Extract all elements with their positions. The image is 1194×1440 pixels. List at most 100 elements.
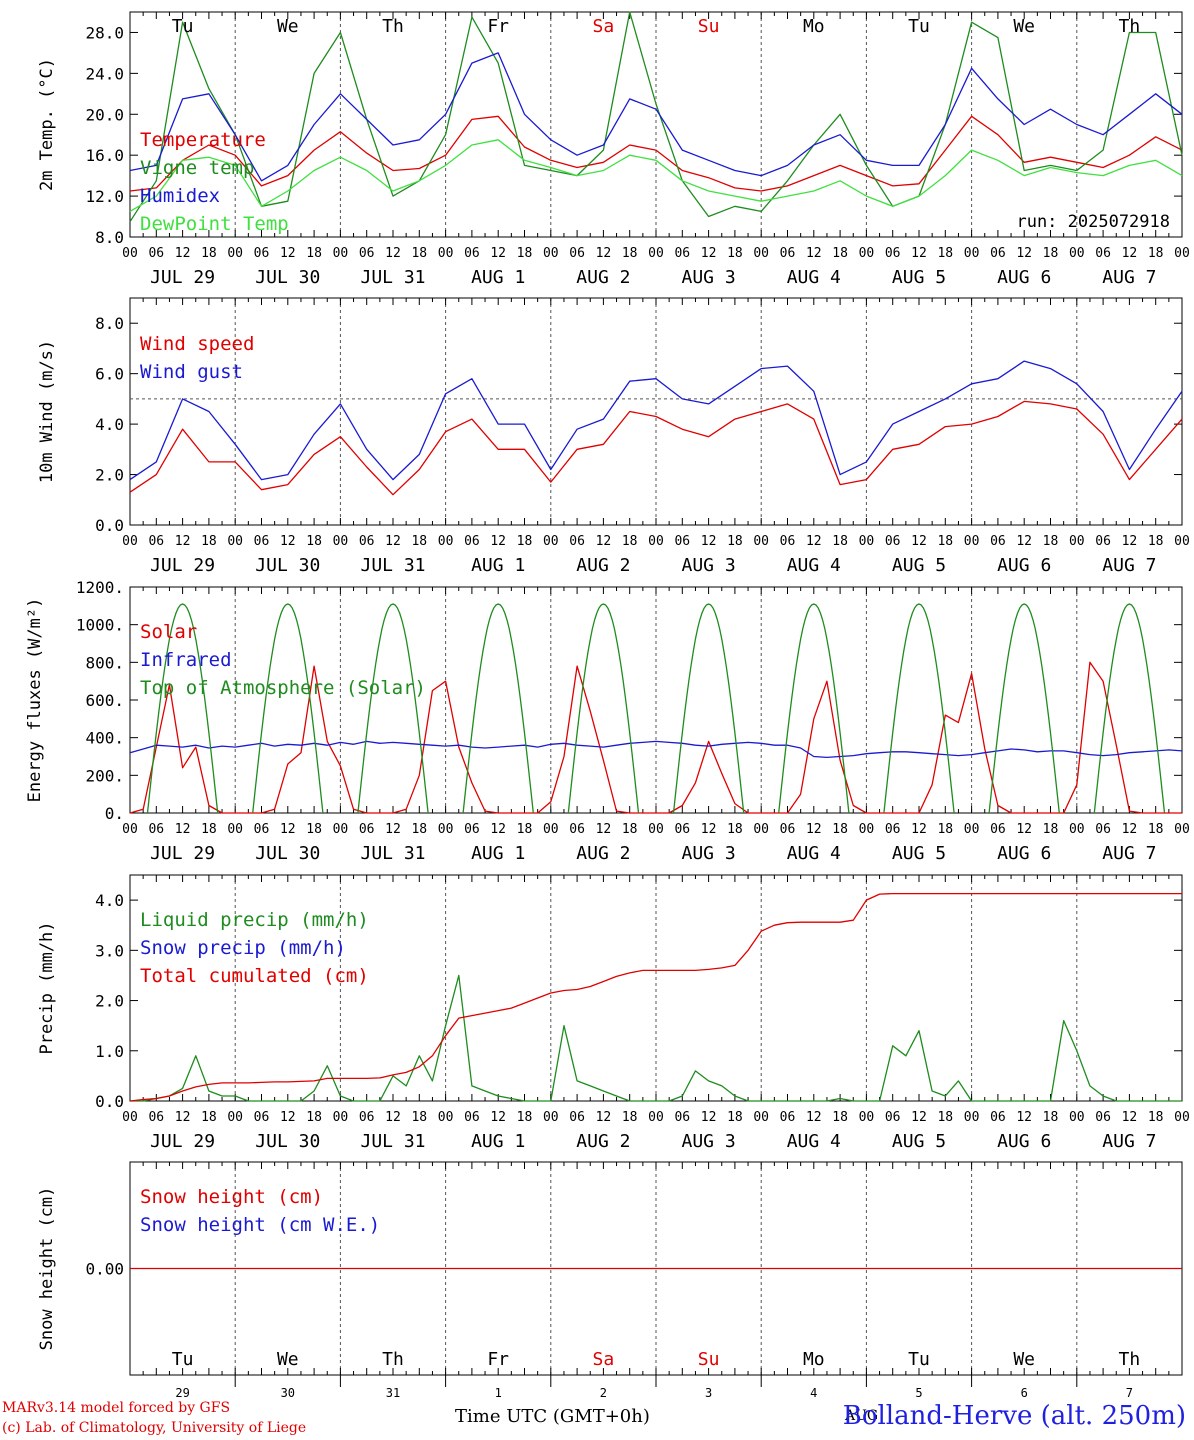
- date-label: AUG 3: [682, 267, 736, 288]
- hour-tick-label: 18: [517, 1110, 533, 1125]
- y-tick-label: 600.: [85, 691, 124, 710]
- hour-tick-label: 06: [569, 534, 585, 549]
- date-label: JUL 31: [360, 1131, 425, 1152]
- hour-tick-label: 12: [806, 246, 822, 261]
- hour-tick-label: 12: [911, 822, 927, 837]
- hour-tick-label: 12: [175, 1110, 191, 1125]
- y-tick-label: 0.0: [95, 1092, 124, 1111]
- hour-tick-label: 00: [964, 822, 980, 837]
- hour-tick-label: 12: [911, 1110, 927, 1125]
- hour-tick-label: 12: [1016, 1110, 1032, 1125]
- weekday-label: Tu: [908, 1349, 930, 1370]
- y-tick-label: 200.: [85, 766, 124, 785]
- credit-model: MARv3.14 model forced by GFS: [2, 1400, 231, 1416]
- hour-tick-label: 00: [333, 1110, 349, 1125]
- weekday-label: Sa: [593, 1349, 615, 1370]
- hour-tick-label: 06: [885, 534, 901, 549]
- date-label: AUG 4: [787, 555, 841, 576]
- hour-tick-label: 12: [806, 822, 822, 837]
- hour-tick-label: 18: [517, 534, 533, 549]
- panel-radiation: 0. 200. 400. 600. 800. 1000. 1200. Energy fluxe…: [25, 578, 1190, 864]
- legend-entry: Solar: [140, 621, 197, 643]
- y-tick-label: 1200.: [76, 578, 124, 597]
- date-label: AUG 4: [787, 1131, 841, 1152]
- hour-tick-label: 18: [937, 822, 953, 837]
- run-annotation: run: 2025072918: [1016, 212, 1170, 232]
- date-label: AUG 5: [892, 267, 946, 288]
- y-axis-label: Energy fluxes (W/m²): [25, 598, 45, 803]
- hour-tick-label: 00: [227, 534, 243, 549]
- hour-tick-label: 12: [701, 1110, 717, 1125]
- legend-entry: Temperature: [140, 129, 266, 151]
- date-label: AUG 2: [576, 843, 630, 864]
- date-label: AUG 2: [576, 555, 630, 576]
- hour-tick-label: 00: [333, 534, 349, 549]
- hour-tick-label: 00: [333, 246, 349, 261]
- day-number-label: 2: [600, 1386, 607, 1400]
- y-axis-label: 2m Temp. (°C): [37, 58, 57, 191]
- weekday-label: Su: [698, 16, 720, 37]
- day-number-label: 29: [175, 1386, 189, 1400]
- hour-tick-label: 18: [306, 822, 322, 837]
- weekday-label: We: [1013, 1349, 1035, 1370]
- y-tick-label: 4.0: [95, 415, 124, 434]
- hour-tick-label: 00: [543, 246, 559, 261]
- day-number-label: 3: [705, 1386, 712, 1400]
- day-number-label: 7: [1126, 1386, 1133, 1400]
- date-label: AUG 5: [892, 843, 946, 864]
- hour-tick-label: 00: [964, 1110, 980, 1125]
- hour-tick-label: 00: [543, 534, 559, 549]
- hour-tick-label: 06: [885, 246, 901, 261]
- weekday-label: Tu: [172, 1349, 194, 1370]
- hour-tick-label: 06: [464, 822, 480, 837]
- hour-tick-label: 06: [674, 822, 690, 837]
- hour-tick-label: 00: [122, 1110, 138, 1125]
- hour-tick-label: 00: [1069, 822, 1085, 837]
- hour-tick-label: 06: [1095, 534, 1111, 549]
- hour-tick-label: 18: [937, 1110, 953, 1125]
- hour-tick-label: 12: [806, 534, 822, 549]
- xaxis-title: Time UTC (GMT+0h): [455, 1406, 650, 1427]
- weekday-label: Th: [1119, 1349, 1141, 1370]
- hour-tick-label: 06: [780, 246, 796, 261]
- hour-tick-label: 12: [175, 246, 191, 261]
- hour-tick-label: 00: [753, 822, 769, 837]
- hour-tick-label: 18: [622, 246, 638, 261]
- legend-entry: DewPoint Temp: [140, 213, 289, 235]
- date-label: AUG 6: [997, 267, 1051, 288]
- hour-tick-label: 12: [1122, 822, 1138, 837]
- hour-tick-label: 00: [438, 822, 454, 837]
- hour-tick-label: 18: [727, 1110, 743, 1125]
- day-number-label: 6: [1021, 1386, 1028, 1400]
- hour-tick-label: 18: [517, 246, 533, 261]
- y-tick-label: 0.0: [95, 516, 124, 535]
- y-tick-label: 4.0: [95, 891, 124, 910]
- date-label: AUG 1: [471, 555, 525, 576]
- series-line-dewpoint-temp: [129, 139, 1183, 212]
- hour-tick-label: 00: [1069, 1110, 1085, 1125]
- hour-tick-label: 06: [1095, 246, 1111, 261]
- hour-tick-label: 00: [1174, 246, 1190, 261]
- weekday-label: Mo: [803, 1349, 825, 1370]
- date-label: AUG 4: [787, 843, 841, 864]
- hour-tick-label: 00: [227, 246, 243, 261]
- date-label: AUG 6: [997, 843, 1051, 864]
- date-label: AUG 2: [576, 267, 630, 288]
- hour-tick-label: 06: [569, 1110, 585, 1125]
- legend-entry: Snow height (cm): [140, 1186, 323, 1208]
- hour-tick-label: 12: [490, 246, 506, 261]
- hour-tick-label: 06: [990, 534, 1006, 549]
- y-tick-label: 2.0: [95, 466, 124, 485]
- hour-tick-label: 12: [911, 246, 927, 261]
- date-label: AUG 3: [682, 843, 736, 864]
- hour-tick-label: 06: [885, 1110, 901, 1125]
- legend-entry: Vigne temp: [140, 157, 254, 179]
- hour-tick-label: 00: [859, 822, 875, 837]
- hour-tick-label: 18: [201, 534, 217, 549]
- hour-tick-label: 12: [1016, 534, 1032, 549]
- legend-entry: Infrared: [140, 649, 232, 671]
- hour-tick-label: 18: [727, 534, 743, 549]
- y-tick-label: 20.0: [85, 105, 124, 124]
- hour-tick-label: 12: [596, 534, 612, 549]
